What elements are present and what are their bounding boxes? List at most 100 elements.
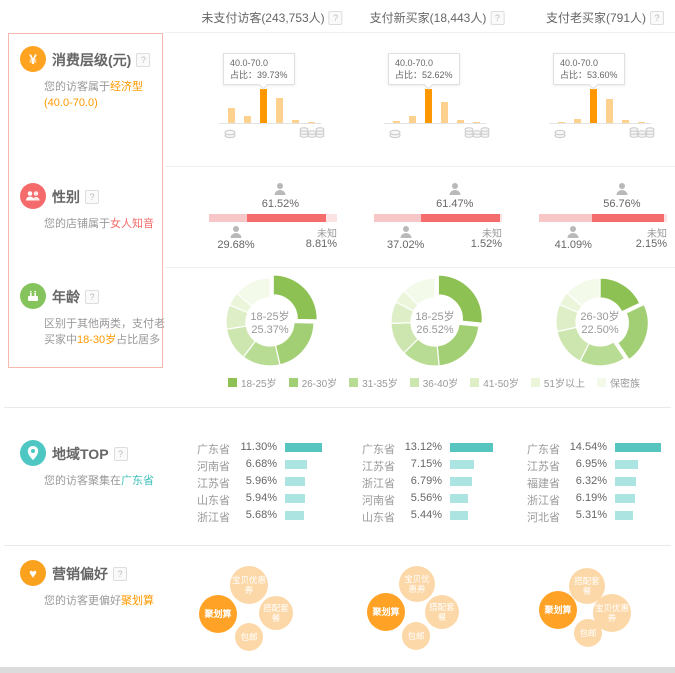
male-segment [374, 214, 422, 222]
legend-label: 36-40岁 [422, 379, 459, 390]
female-person-icon [615, 182, 629, 201]
bar [590, 89, 597, 123]
divider [4, 407, 671, 408]
unknown-segment [325, 214, 337, 222]
female-percent: 56.76% [603, 198, 641, 210]
region-chart-0: 广东省 11.30% 河南省 6.68% 江苏省 5.96% 山东省 5.94% 浙江省 5.68… [197, 438, 347, 538]
female-segment [591, 214, 665, 222]
female-percent: 61.47% [436, 198, 474, 210]
region-percent: 11.30% [240, 441, 278, 453]
region-name: 广东省 [197, 444, 230, 456]
bar [244, 116, 251, 123]
legend-item: 51岁以上 [530, 375, 585, 390]
help-icon[interactable]: ? [113, 447, 128, 461]
subtitle-highlight: 女人知音 [110, 218, 154, 230]
donut-segment [616, 303, 649, 361]
region-bar [450, 511, 468, 520]
legend-item: 31-35岁 [349, 375, 398, 390]
region-name: 浙江省 [527, 495, 560, 507]
unknown-segment [500, 214, 502, 222]
help-icon[interactable]: ? [85, 190, 99, 204]
donut-center-value: 25.37% [251, 324, 289, 336]
unknown-percent: 1.52% [470, 238, 502, 250]
column-title-text: 支付新买家(18,443人) [369, 11, 487, 25]
region-bar [285, 443, 323, 452]
bar-plot [527, 88, 675, 123]
donut-center-label: 18-25岁 [250, 311, 290, 323]
legend-item: 保密族 [597, 375, 640, 390]
region-name: 浙江省 [362, 478, 395, 490]
column-title-text: 支付老买家(791人) [545, 11, 647, 25]
donut-segment [272, 274, 318, 321]
female-percent: 61.52% [261, 198, 300, 210]
region-name: 河南省 [197, 461, 230, 473]
male-person-icon [229, 225, 243, 244]
help-icon[interactable]: ? [136, 53, 151, 67]
region-percent: 14.54% [569, 441, 607, 453]
section-subtitle: 您的店铺属于女人知音 [44, 216, 166, 232]
region-bar [285, 494, 305, 503]
tooltip-share: 占比：52.62% [395, 70, 453, 80]
help-icon[interactable]: ? [85, 290, 99, 304]
region-name: 河南省 [362, 495, 395, 507]
x-axis [219, 123, 321, 124]
section-title: 性别 [52, 189, 80, 205]
region-percent: 6.79% [410, 475, 442, 487]
highlight-border-box [8, 33, 163, 368]
consumption-chart-2: 40.0-70.0 占比：53.60% [527, 52, 675, 167]
unknown-label: 未知 [317, 229, 337, 240]
region-percent: 6.32% [575, 475, 607, 487]
help-icon[interactable]: ? [490, 10, 505, 25]
age-chart-2: 26-30岁 22.50% [527, 272, 675, 372]
section-subtitle: 您的访客属于经济型(40.0-70.0) [44, 79, 166, 111]
male-person-icon [399, 225, 413, 244]
age-chart-1: 18-25岁 26.52% [362, 272, 512, 372]
unknown-label: 未知 [647, 229, 667, 240]
consumption-chart-1: 40.0-70.0 占比：52.62% [362, 52, 512, 167]
legend-label: 51岁以上 [543, 379, 585, 390]
subtitle-text: 您的访客属于 [44, 81, 110, 93]
preference-bubble: 宝贝优惠券 [230, 566, 268, 604]
preference-bubble: 包邮 [402, 622, 430, 650]
legend-item: 36-40岁 [409, 375, 459, 390]
male-segment [539, 214, 592, 222]
divider [165, 32, 675, 33]
help-icon[interactable]: ? [113, 567, 127, 581]
region-bar [450, 477, 473, 486]
marketing-chart-2: 搭配套餐 聚划算 宝贝优惠券 包邮 [527, 558, 675, 670]
help-icon[interactable]: ? [650, 10, 665, 25]
legend-label: 26-30岁 [301, 379, 338, 390]
bar [441, 102, 448, 123]
region-bar [615, 494, 636, 503]
donut-center-value: 26.52% [416, 324, 454, 336]
help-icon[interactable]: ? [328, 10, 343, 25]
legend-swatch [288, 378, 298, 387]
subtitle-text: 您的访客更偏好 [44, 595, 121, 607]
region-bar [615, 511, 633, 520]
bar [558, 122, 565, 123]
region-name: 江苏省 [197, 478, 230, 490]
subtitle-highlight: 18-30岁 [77, 334, 117, 346]
divider [165, 166, 675, 167]
region-percent: 13.12% [404, 441, 442, 453]
bar [457, 120, 464, 123]
gender-chart-1: 61.47% 37.02% 未知 1.52% [362, 178, 512, 263]
male-person-icon [566, 225, 580, 244]
section-marketing-label: ♥ 营销偏好 ? 您的访客更偏好聚划算 [20, 560, 168, 609]
age-legend: 18-25岁 26-30岁 31-35岁 36-40岁 41-50岁 51岁以上 保密族 [195, 375, 673, 390]
age-donut [225, 274, 318, 367]
legend-label: 31-35岁 [362, 379, 398, 390]
heart-icon: ♥ [20, 560, 46, 586]
age-donut [390, 274, 483, 367]
coin-icon-high [464, 125, 490, 144]
donut-center-value: 22.50% [581, 324, 619, 336]
bar [292, 120, 299, 123]
x-axis [384, 123, 486, 124]
preference-bubble: 搭配套餐 [259, 596, 293, 630]
region-name: 河北省 [527, 512, 560, 524]
region-percent: 5.31% [575, 509, 607, 521]
donut-segment [599, 277, 641, 313]
bottom-scroll-track[interactable] [0, 667, 675, 673]
subtitle-text: 您的访客聚集在 [44, 475, 121, 487]
unknown-percent: 8.81% [305, 238, 337, 250]
